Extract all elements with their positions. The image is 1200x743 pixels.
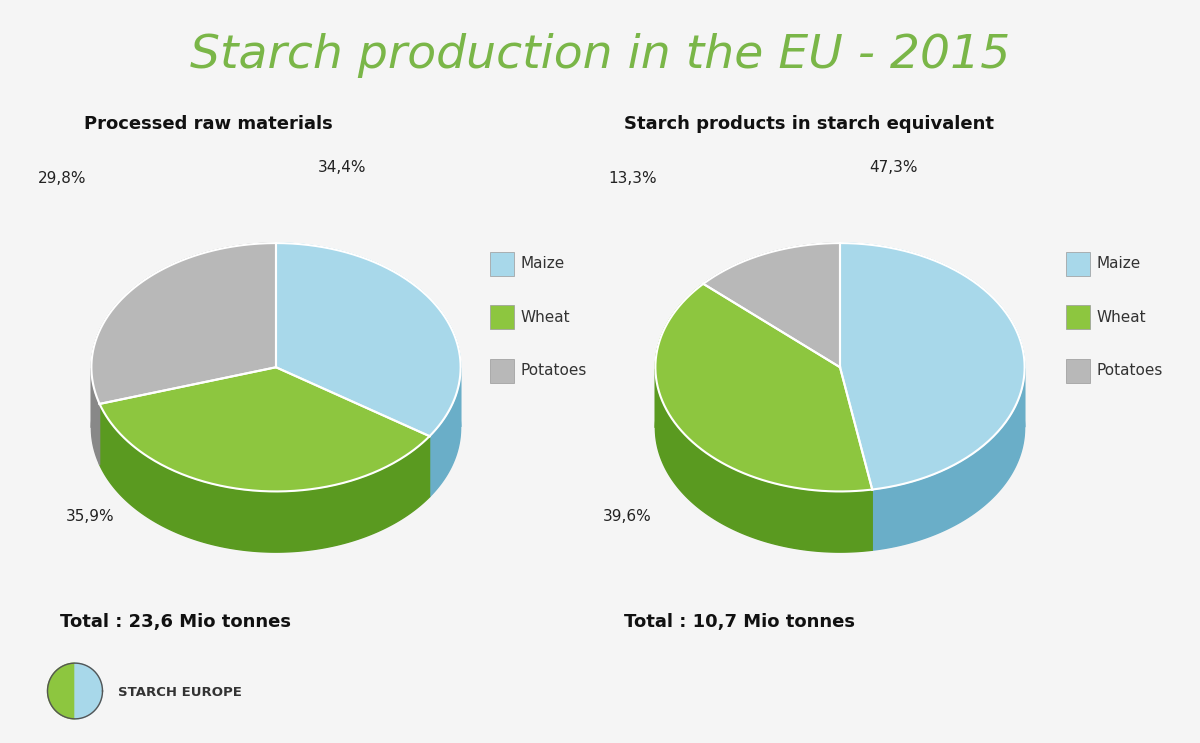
Text: Maize: Maize xyxy=(521,256,565,271)
Polygon shape xyxy=(840,243,1025,427)
Text: 39,6%: 39,6% xyxy=(604,509,652,524)
Text: Total : 10,7 Mio tonnes: Total : 10,7 Mio tonnes xyxy=(624,613,854,631)
Polygon shape xyxy=(91,243,276,428)
Polygon shape xyxy=(48,663,74,719)
Text: Maize: Maize xyxy=(1097,256,1141,271)
Text: 35,9%: 35,9% xyxy=(66,509,114,524)
Polygon shape xyxy=(100,367,430,491)
Polygon shape xyxy=(74,663,102,719)
Polygon shape xyxy=(655,369,872,552)
Polygon shape xyxy=(655,284,872,491)
Text: 47,3%: 47,3% xyxy=(870,160,918,175)
Text: 13,3%: 13,3% xyxy=(608,171,656,186)
Text: Processed raw materials: Processed raw materials xyxy=(84,115,332,133)
Polygon shape xyxy=(430,368,461,497)
Text: Starch production in the EU - 2015: Starch production in the EU - 2015 xyxy=(190,33,1010,79)
Text: STARCH EUROPE: STARCH EUROPE xyxy=(118,686,241,699)
Polygon shape xyxy=(703,243,840,345)
Polygon shape xyxy=(276,243,461,436)
Polygon shape xyxy=(100,404,430,552)
Text: 29,8%: 29,8% xyxy=(38,171,86,186)
Text: 34,4%: 34,4% xyxy=(318,160,366,175)
Text: Total : 23,6 Mio tonnes: Total : 23,6 Mio tonnes xyxy=(60,613,292,631)
Text: Starch products in starch equivalent: Starch products in starch equivalent xyxy=(624,115,994,133)
Polygon shape xyxy=(872,369,1025,551)
Polygon shape xyxy=(276,243,461,427)
Text: Potatoes: Potatoes xyxy=(1097,363,1163,378)
Polygon shape xyxy=(91,243,276,404)
Text: Potatoes: Potatoes xyxy=(521,363,587,378)
Polygon shape xyxy=(655,284,703,428)
Text: Wheat: Wheat xyxy=(521,310,570,325)
Polygon shape xyxy=(703,243,840,367)
Polygon shape xyxy=(840,243,1025,490)
Text: Wheat: Wheat xyxy=(1097,310,1146,325)
Polygon shape xyxy=(91,369,100,464)
